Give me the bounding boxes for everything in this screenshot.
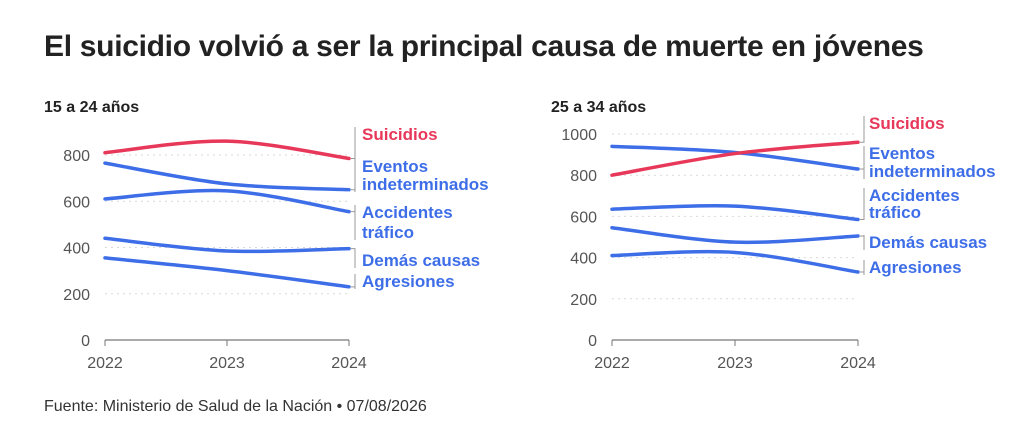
series-label-line: Agresiones xyxy=(362,272,455,291)
label-connector xyxy=(860,116,865,143)
series-label-line: indeterminados xyxy=(362,175,489,194)
y-tick-label: 800 xyxy=(63,148,90,165)
series-label-line: indeterminados xyxy=(869,162,996,181)
series-label: Agresiones xyxy=(362,272,455,291)
series-line-accidentes-trafico xyxy=(610,203,860,222)
series-line-agresiones xyxy=(103,256,351,289)
x-tick-label: 2023 xyxy=(209,355,245,372)
series-label-line: Accidentes xyxy=(869,186,960,205)
x-tick-label: 2022 xyxy=(87,355,123,372)
y-tick-label: 1000 xyxy=(561,127,597,144)
label-connector xyxy=(860,260,865,275)
series-label-line: Eventos xyxy=(869,144,935,163)
series-label: Accidentes tráfico xyxy=(869,186,960,222)
panel-title: 15 a 24 años xyxy=(44,99,139,116)
series-label-line: Demás causas xyxy=(362,251,480,270)
series-label-line: Eventos xyxy=(362,157,428,176)
label-connector xyxy=(860,235,865,250)
series-label-line: tráfico xyxy=(869,203,921,222)
series-label-line: Suicidios xyxy=(362,125,438,144)
y-tick-label: 200 xyxy=(570,292,597,309)
series-label: Demás causas xyxy=(869,233,987,252)
y-tick-label: 600 xyxy=(63,194,90,211)
x-tick-label: 2024 xyxy=(840,355,876,372)
chart-title: El suicidio volvió a ser la principal ca… xyxy=(44,30,924,63)
series-label: Suicidios xyxy=(362,125,438,144)
series-label: Eventos indeterminados xyxy=(362,157,489,194)
series-label-line: Accidentes xyxy=(362,203,453,222)
x-tick-label: 2023 xyxy=(717,355,753,372)
y-tick-label: 600 xyxy=(570,209,597,226)
series-label: Agresiones xyxy=(869,258,962,277)
series-label: Suicidios xyxy=(869,114,945,133)
series-label-line: Demás causas xyxy=(869,233,987,252)
series-label-line: tráfico xyxy=(362,223,414,242)
x-tick-label: 2022 xyxy=(594,355,630,372)
series-line-demas-causas xyxy=(610,225,860,245)
source-note: Fuente: Ministerio de Salud de la Nación… xyxy=(44,398,427,415)
y-tick-label: 0 xyxy=(588,333,597,350)
series-line-accidentes-trafico xyxy=(103,188,351,214)
label-connector xyxy=(860,188,865,220)
series-line-suicidios xyxy=(103,139,351,161)
y-tick-label: 0 xyxy=(81,333,90,350)
series-label-line: Agresiones xyxy=(869,258,962,277)
label-connector xyxy=(860,146,865,179)
panel-title: 25 a 34 años xyxy=(551,99,646,116)
series-line-suicidios xyxy=(610,140,860,177)
y-tick-label: 800 xyxy=(570,168,597,185)
series-line-demas-causas xyxy=(103,236,351,254)
series-line-agresiones xyxy=(610,249,860,274)
series-line-eventos-indeterminados xyxy=(103,161,351,192)
series-label: Accidentes tráfico xyxy=(362,203,453,242)
y-tick-label: 400 xyxy=(570,251,597,268)
y-tick-label: 400 xyxy=(63,241,90,258)
label-connector xyxy=(351,127,356,159)
label-connector xyxy=(351,205,356,240)
label-connector xyxy=(351,159,356,192)
series-line-eventos-indeterminados xyxy=(610,144,860,171)
series-label: Eventos indeterminados xyxy=(869,144,996,181)
label-connector xyxy=(351,274,356,289)
series-label: Demás causas xyxy=(362,251,480,270)
label-connector xyxy=(351,248,356,268)
x-tick-label: 2024 xyxy=(331,355,367,372)
series-label-line: Suicidios xyxy=(869,114,945,133)
y-tick-label: 200 xyxy=(63,287,90,304)
